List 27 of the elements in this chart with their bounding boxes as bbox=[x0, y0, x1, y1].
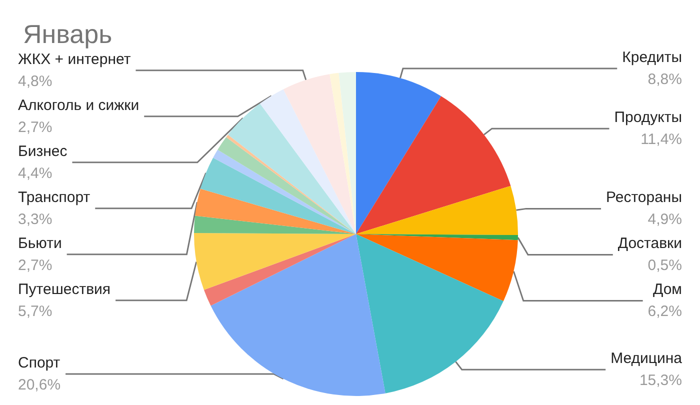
data-label: 15,3% bbox=[639, 372, 682, 390]
data-label: 11,4% bbox=[640, 131, 682, 148]
slice-label: Дом bbox=[653, 281, 682, 298]
data-label: 4,9% bbox=[648, 211, 682, 228]
data-label: 2,7% bbox=[18, 118, 52, 136]
slice-label: Бизнес bbox=[18, 142, 68, 160]
data-label: 8,8% bbox=[648, 71, 682, 88]
slice-label: Доставки bbox=[618, 235, 682, 252]
data-label: 5,7% bbox=[18, 302, 52, 320]
data-label: 20,6% bbox=[18, 376, 61, 394]
data-label: 4,4% bbox=[18, 164, 52, 182]
slice-label: Кредиты bbox=[622, 49, 682, 66]
slice-label: Спорт bbox=[18, 354, 60, 372]
slice-label: Рестораны bbox=[606, 189, 682, 206]
data-label: 0,5% bbox=[648, 257, 682, 274]
slice-label: Путешествия bbox=[18, 280, 111, 298]
chart-title: Январь bbox=[23, 19, 112, 49]
slice-label: Медицина bbox=[610, 350, 683, 368]
data-label: 2,7% bbox=[18, 256, 52, 274]
data-label: 4,8% bbox=[18, 72, 52, 90]
slice-label: Бьюти bbox=[18, 234, 62, 252]
slice-label: Алкоголь и сижки bbox=[18, 96, 140, 114]
slice-label: Транспорт bbox=[18, 188, 90, 206]
slice-label: ЖКХ + интернет bbox=[18, 50, 131, 68]
data-label: 6,2% bbox=[648, 303, 682, 320]
data-label: 3,3% bbox=[18, 210, 52, 228]
slice-label: Продукты bbox=[614, 109, 682, 126]
